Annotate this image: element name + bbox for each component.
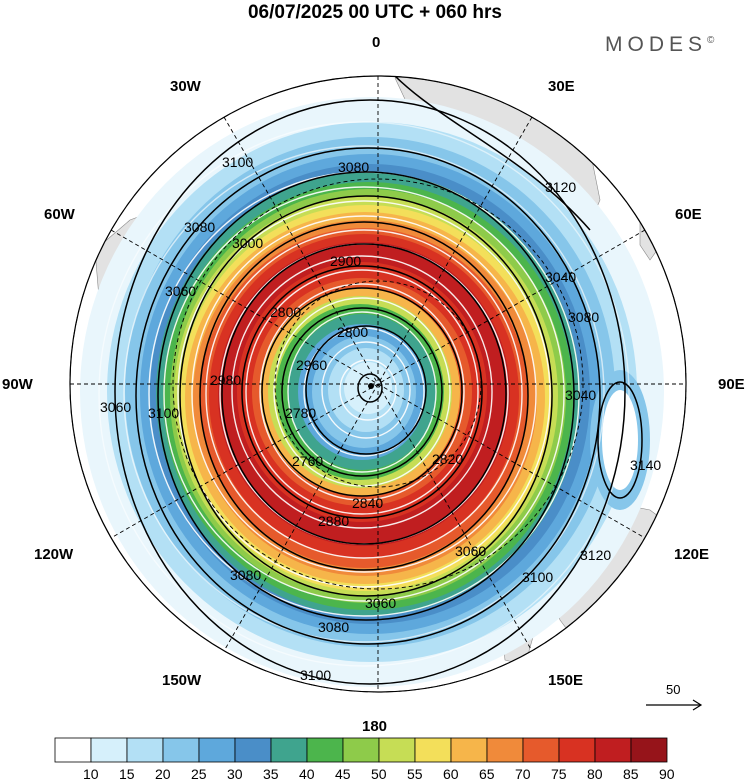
colorbar-label: 15 [119,766,135,782]
contour-label: 3000 [232,235,263,251]
colorbar-label: 55 [407,766,423,782]
contour-label: 3060 [455,543,486,559]
lon-label-180: 180 [362,718,388,735]
contour-label: 2900 [330,253,361,269]
colorbar-swatch [306,737,344,763]
contour-label: 2880 [318,513,349,529]
colorbar-label: 50 [371,766,387,782]
colorbar-swatch [594,737,632,763]
pole-marker [368,383,374,389]
lon-label-90w: 90W [2,376,33,393]
page-title: 06/07/2025 00 UTC + 060 hrs [247,2,503,23]
lon-label-60e: 60E [675,206,702,223]
contour-label: 3100 [300,667,331,683]
colorbar-swatch [162,737,200,763]
colorbar-swatch [414,737,452,763]
contour-label: 2800 [337,324,368,340]
brand-logo: MODES© [605,33,714,57]
colorbar-label: 30 [227,766,243,782]
contour-label: 3060 [165,283,196,299]
contour-label: 2980 [210,372,241,388]
contour-label: 3040 [565,387,596,403]
lon-label-0: 0 [372,34,381,51]
colorbar-label: 60 [443,766,459,782]
colorbar-swatch [342,737,380,763]
colorbar-swatch [630,737,668,763]
colorbar-label: 85 [623,766,639,782]
colorbar [54,737,668,763]
colorbar-swatch [126,737,164,763]
lon-label-150w: 150W [162,672,202,689]
contour-label: 3120 [545,179,576,195]
colorbar-label: 90 [659,766,675,782]
contour-label: 3060 [365,595,396,611]
colorbar-label: 25 [191,766,207,782]
lon-label-150e: 150E [548,672,584,689]
contour-label: 3060 [100,399,131,415]
lon-label-60w: 60W [44,206,75,223]
contour-label: 3100 [148,405,179,421]
colorbar-label: 75 [551,766,567,782]
vector-reference-value: 50 [666,682,681,697]
contour-label: 2840 [352,495,383,511]
contour-label: 3120 [580,547,611,563]
lon-label-30e: 30E [548,78,575,95]
contour-label: 3080 [338,159,369,175]
contour-labels: 3100 3080 3120 3080 3000 3060 2900 3040 2800 3080… [100,154,661,683]
lon-label-90e: 90E [718,376,745,393]
vector-reference-arrow [646,699,703,711]
contour-label: 2760 [292,453,323,469]
contour-label: 3100 [522,569,553,585]
colorbar-label: 70 [515,766,531,782]
colorbar-label: 45 [335,766,351,782]
colorbar-swatch [522,737,560,763]
madagascar-land [639,204,669,261]
lon-label-120w: 120W [34,546,74,563]
brand-text: MODES [605,33,708,56]
colorbar-label: 65 [479,766,495,782]
colorbar-label: 80 [587,766,603,782]
height-contours [114,76,643,685]
contour-label: 3080 [230,567,261,583]
colorbar-label: 20 [155,766,171,782]
lon-label-30w: 30W [170,78,201,95]
colorbar-swatch [54,737,92,763]
colorbar-swatch [198,737,236,763]
contour-label: 2820 [432,451,463,467]
lon-label-120e: 120E [674,546,710,563]
colorbar-swatch [558,737,596,763]
contour-label: 3080 [318,619,349,635]
colorbar-swatch [450,737,488,763]
graticule [70,76,686,692]
colorbar-swatch [90,737,128,763]
map-outer-dash [69,75,687,693]
contour-label: 3080 [184,219,215,235]
colorbar-label: 35 [263,766,279,782]
colorbar-label: 10 [83,766,99,782]
contour-label: 3140 [630,457,661,473]
contour-label: 2780 [285,405,316,421]
colorbar-swatch [378,737,416,763]
contour-label: 2960 [296,357,327,373]
contour-label: 2800 [270,304,301,320]
colorbar-swatch [486,737,524,763]
contour-label: 3100 [222,154,253,170]
contour-label: 3040 [545,269,576,285]
contour-label: 3080 [568,309,599,325]
colorbar-swatch [270,737,308,763]
colorbar-swatch [234,737,272,763]
colorbar-label: 40 [299,766,315,782]
brand-mark: © [707,35,715,46]
